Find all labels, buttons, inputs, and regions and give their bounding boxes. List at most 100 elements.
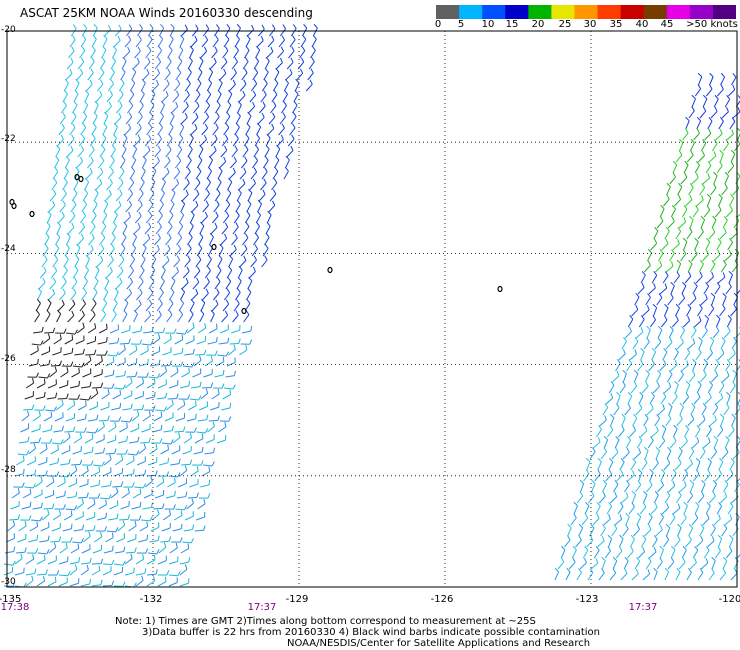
wind-barb	[274, 71, 280, 81]
wind-barb	[179, 469, 188, 477]
wind-barb	[648, 287, 656, 295]
wind-barb-flag	[155, 470, 158, 476]
wind-barb	[54, 416, 64, 422]
wind-barb	[76, 327, 85, 334]
wind-barb	[24, 395, 34, 400]
wind-barb-flag	[31, 404, 35, 410]
wind-barb	[106, 530, 116, 533]
wind-barb-flag	[180, 210, 185, 216]
wind-barb	[148, 281, 155, 290]
wind-barb-flag	[184, 24, 188, 30]
wind-barb-flag	[272, 24, 276, 30]
wind-barb	[58, 384, 68, 389]
wind-barb	[709, 264, 716, 273]
wind-barb	[249, 182, 256, 191]
wind-barb	[687, 263, 693, 273]
wind-barb-flag	[680, 370, 684, 375]
wind-barb	[141, 519, 151, 522]
wind-barb	[159, 281, 165, 290]
wind-barb	[632, 417, 638, 427]
wind-barb-flag	[103, 299, 108, 304]
wind-barb-flag	[46, 549, 50, 555]
wind-barb-flag	[644, 446, 649, 451]
wind-barb	[657, 329, 663, 339]
wind-barb	[145, 396, 155, 400]
wind-barb	[215, 361, 225, 367]
wind-barb-flag	[29, 501, 32, 507]
wind-barb	[127, 270, 135, 279]
wind-barb	[608, 461, 614, 471]
wind-barb	[101, 303, 108, 312]
wind-barb-flag	[225, 35, 230, 40]
wind-barb-flag	[228, 265, 233, 271]
wind-barb-flag	[147, 233, 151, 239]
wind-barb-flag	[217, 178, 222, 183]
wind-barb-flag	[45, 443, 48, 450]
wind-barb-flag	[714, 415, 717, 421]
wind-barb-flag	[671, 216, 675, 222]
wind-barb	[641, 538, 647, 548]
wind-barb-flag	[714, 403, 719, 408]
wind-barb-flag	[119, 402, 122, 408]
wind-barb-flag	[64, 255, 69, 260]
wind-barb	[134, 395, 144, 400]
wind-barb	[135, 580, 144, 587]
wind-barb	[208, 419, 218, 422]
wind-barb-flag	[178, 432, 181, 438]
wind-barb	[696, 120, 702, 130]
wind-barb-flag	[129, 277, 134, 283]
wind-barb	[179, 568, 188, 576]
wind-barb	[130, 427, 139, 433]
wind-barb-flag	[139, 200, 143, 206]
wind-barb-flag	[90, 244, 94, 250]
wind-barb-flag	[707, 437, 711, 443]
wind-barb	[140, 350, 149, 356]
wind-barb	[157, 39, 164, 48]
wind-barb-flag	[640, 347, 645, 353]
wind-barb-flag	[196, 90, 201, 95]
wind-barb-flag	[250, 325, 253, 332]
wind-barb	[661, 428, 667, 438]
wind-barb	[130, 247, 137, 257]
wind-barb	[79, 215, 87, 224]
wind-barb	[66, 61, 74, 70]
wind-barb-flag	[111, 383, 115, 389]
wind-barb-flag	[205, 112, 210, 118]
wind-barb	[732, 188, 740, 196]
wind-barb-flag	[176, 90, 180, 96]
wind-barb-flag	[187, 79, 191, 84]
wind-barb	[200, 51, 207, 59]
wind-barb	[74, 82, 80, 92]
wind-barb	[196, 248, 203, 257]
wind-barb-flag	[163, 406, 167, 412]
wind-barb	[712, 407, 719, 416]
wind-barb	[206, 259, 212, 268]
colorbar-swatch	[712, 5, 737, 19]
wind-barb	[239, 171, 247, 180]
wind-barb	[111, 137, 117, 147]
wind-barb-flag	[638, 436, 643, 441]
wind-barb-flag	[72, 35, 76, 40]
wind-barb-flag	[24, 547, 27, 553]
wind-barb-flag	[653, 547, 657, 553]
wind-barb-flag	[80, 538, 84, 544]
wind-barb	[48, 293, 56, 301]
wind-barb	[162, 172, 170, 180]
wind-barb	[554, 571, 560, 581]
wind-barb	[124, 382, 133, 389]
wind-barb-flag	[76, 243, 81, 249]
wind-barb	[678, 221, 686, 229]
wind-barb	[190, 470, 199, 477]
wind-barb	[183, 437, 192, 444]
wind-barb	[15, 460, 25, 466]
wind-barb	[234, 292, 241, 301]
wind-barb	[81, 204, 88, 213]
wind-barb	[70, 548, 79, 554]
wind-barb-flag	[708, 128, 712, 134]
wind-barb	[63, 352, 73, 356]
wind-barb	[671, 472, 677, 482]
wind-barb	[217, 258, 223, 268]
wind-barb-flag	[237, 188, 242, 194]
wind-barb-flag	[100, 167, 104, 173]
wind-barb-flag	[247, 199, 252, 205]
